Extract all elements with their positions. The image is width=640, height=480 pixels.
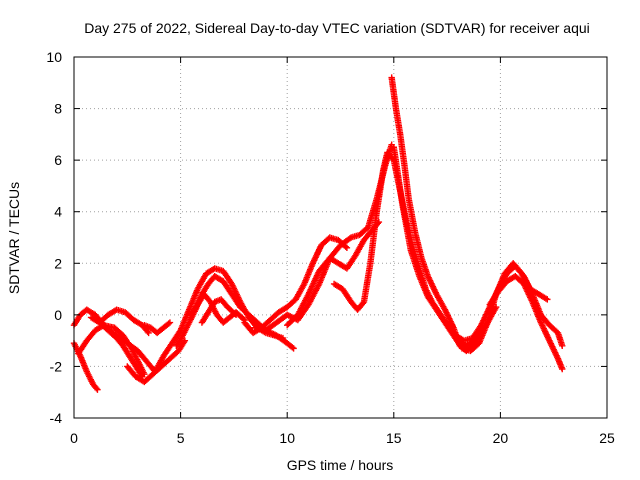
y-tick-label: 8 bbox=[54, 101, 62, 117]
data-point bbox=[165, 320, 172, 327]
data-point bbox=[145, 329, 152, 337]
axis-ticks: 0 5 10 15 20 25 -4 -2 0 2 4 6 8 10 bbox=[46, 49, 615, 446]
series-arc14 bbox=[284, 218, 383, 329]
data-point bbox=[240, 315, 247, 323]
data-point bbox=[559, 365, 566, 373]
x-tick-label: 15 bbox=[386, 430, 402, 446]
x-tick-label: 10 bbox=[279, 430, 295, 446]
series-arc6 bbox=[124, 337, 189, 386]
series-arc5 bbox=[96, 306, 152, 337]
data-point bbox=[181, 337, 189, 344]
series-arc11 bbox=[198, 296, 240, 326]
data-point bbox=[342, 243, 349, 250]
x-tick-label: 5 bbox=[177, 430, 185, 446]
y-tick-label: 0 bbox=[54, 307, 62, 323]
data-point bbox=[231, 310, 239, 317]
data-point bbox=[94, 386, 101, 393]
y-tick-label: 6 bbox=[54, 152, 62, 168]
grid-lines bbox=[74, 57, 607, 418]
data-point bbox=[290, 345, 297, 352]
series-arc1 bbox=[70, 340, 101, 393]
data-point bbox=[559, 342, 566, 349]
series-arc7 bbox=[141, 319, 174, 337]
x-axis-label: GPS time / hours bbox=[287, 457, 394, 473]
series-arc4 bbox=[87, 314, 146, 380]
x-tick-label: 25 bbox=[599, 430, 615, 446]
data-point bbox=[359, 300, 367, 307]
y-tick-label: 4 bbox=[54, 204, 62, 220]
plot-frame bbox=[73, 56, 608, 419]
data-points bbox=[70, 74, 566, 393]
y-tick-label: 2 bbox=[54, 255, 62, 271]
y-tick-label: 10 bbox=[46, 49, 62, 65]
series-arc12 bbox=[241, 234, 351, 337]
chart-title: Day 275 of 2022, Sidereal Day-to-day VTE… bbox=[84, 20, 590, 36]
y-tick-label: -2 bbox=[50, 358, 63, 374]
series-arc8 bbox=[151, 265, 287, 375]
data-point bbox=[232, 311, 240, 319]
series-arc19 bbox=[486, 272, 566, 373]
y-tick-label: -4 bbox=[50, 410, 63, 426]
data-point bbox=[343, 244, 351, 252]
data-point bbox=[544, 296, 551, 303]
data-point bbox=[542, 295, 550, 302]
y-axis-label: SDTVAR / TECUs bbox=[6, 182, 22, 294]
x-tick-label: 0 bbox=[70, 430, 78, 446]
data-point bbox=[166, 319, 174, 326]
data-point bbox=[93, 385, 100, 392]
series-arc16 bbox=[388, 74, 500, 355]
data-point bbox=[289, 344, 296, 351]
x-tick-label: 20 bbox=[493, 430, 509, 446]
